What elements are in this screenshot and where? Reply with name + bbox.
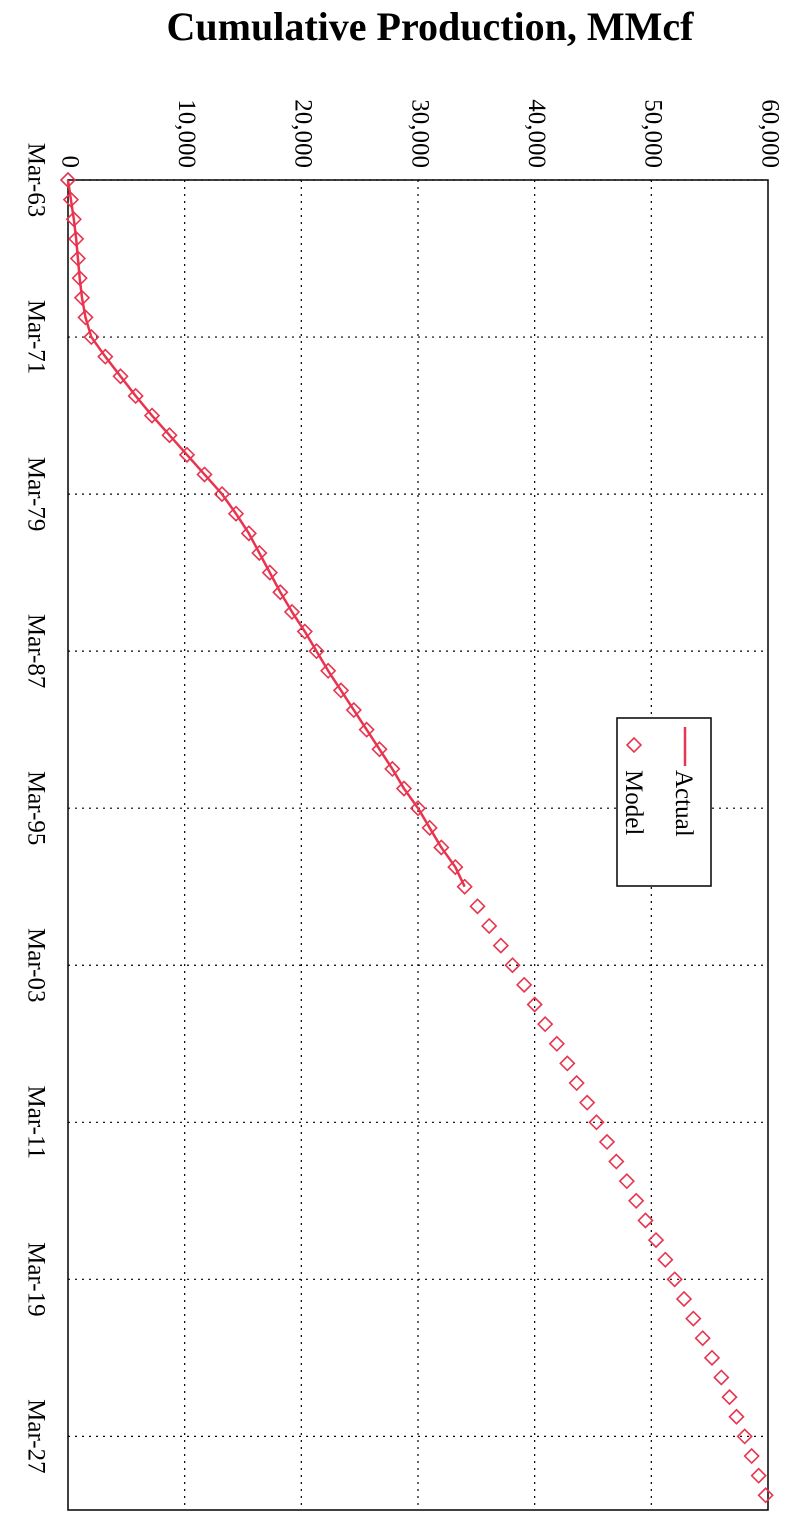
model-point-diamond	[548, 1035, 565, 1052]
model-point-diamond	[384, 760, 401, 778]
model-point-diamond	[332, 682, 350, 699]
model-point-diamond	[161, 427, 178, 444]
time-tick-label: Mar-87	[22, 614, 49, 688]
model-point-diamond	[504, 957, 521, 974]
model-point-diamond	[112, 368, 129, 385]
value-tick-label: 40,000	[523, 99, 550, 168]
chart-title: Cumulative Production, MMcf	[167, 4, 695, 49]
model-point-diamond	[213, 485, 231, 503]
model-point-diamond	[283, 603, 301, 621]
time-tick-label: Mar-63	[22, 143, 49, 217]
model-point-diamond	[421, 819, 438, 836]
model-point-diamond	[456, 878, 473, 895]
model-point-diamond	[371, 741, 388, 758]
value-axis-ticks: 0 10,000 20,000 30,000 40,000 50,000 60,000	[56, 99, 783, 168]
model-point-diamond	[568, 1074, 585, 1092]
model-point-diamond	[713, 1369, 730, 1386]
model-point-diamond	[694, 1330, 711, 1347]
model-point-diamond	[628, 1192, 645, 1209]
legend-box	[616, 717, 712, 887]
time-tick-label: Mar-79	[22, 457, 49, 531]
model-point-diamond	[68, 230, 85, 248]
model-point-diamond	[97, 348, 114, 365]
model-point-diamond	[492, 937, 509, 954]
value-tick-label: 50,000	[640, 99, 667, 168]
time-tick-label: Mar-11	[22, 1086, 49, 1160]
model-point-diamond	[251, 544, 268, 562]
model-point-diamond	[69, 250, 87, 267]
model-point-diamond	[637, 1212, 654, 1229]
model-point-diamond	[588, 1114, 605, 1131]
model-point-diamond	[618, 1173, 635, 1190]
model-point-diamond	[666, 1271, 683, 1288]
value-tick-label: 20,000	[290, 99, 317, 168]
model-point-diamond	[178, 446, 196, 463]
model-point-diamond	[240, 525, 257, 542]
time-tick-label: Mar-95	[22, 771, 49, 845]
model-point-diamond	[143, 407, 161, 424]
model-point-diamond	[127, 387, 144, 405]
model-point-diamond	[481, 917, 498, 935]
model-point-diamond	[743, 1447, 760, 1465]
model-point-diamond	[196, 466, 213, 483]
model-point-diamond	[469, 898, 486, 915]
model-point-diamond	[757, 1487, 774, 1504]
model-point-diamond	[516, 976, 533, 994]
time-tick-label: Mar-19	[22, 1242, 49, 1316]
legend-model-diamond	[625, 736, 643, 754]
plot-frame	[67, 179, 769, 1511]
model-point-diamond	[537, 1016, 554, 1033]
model-point-diamond	[526, 996, 543, 1013]
legend: Actual Model	[616, 717, 712, 887]
model-point-diamond	[73, 289, 91, 306]
time-axis-ticks: Mar-63 Mar-71 Mar-79 Mar-87 Mar-95 Mar-03 Mar-…	[22, 143, 49, 1474]
model-point-diamond	[261, 564, 278, 581]
data-series	[59, 171, 774, 1504]
model-point-diamond	[59, 171, 77, 189]
model-point-diamond	[308, 643, 325, 660]
model-point-diamond	[657, 1251, 674, 1268]
model-point-diamond	[447, 858, 464, 876]
model-point-diamond	[83, 328, 100, 346]
model-point-diamond	[675, 1290, 693, 1308]
model-point-diamond	[320, 662, 337, 679]
model-point-diamond	[409, 800, 427, 817]
time-tick-label: Mar-03	[22, 928, 49, 1002]
model-point-diamond	[65, 211, 82, 228]
model-point-diamond	[750, 1467, 767, 1484]
model-point-diamond	[608, 1153, 625, 1170]
model-point-diamond	[77, 309, 94, 326]
model-point-diamond	[71, 270, 88, 287]
time-tick-label: Mar-27	[22, 1399, 49, 1473]
model-point-diamond	[296, 623, 313, 640]
model-point-diamond	[345, 701, 362, 719]
legend-label-actual: Actual	[670, 770, 697, 837]
value-tick-label: 60,000	[756, 99, 783, 168]
model-point-diamond	[559, 1055, 576, 1072]
model-point-diamond	[579, 1094, 596, 1111]
legend-label-model: Model	[620, 770, 647, 835]
value-tick-label: 0	[56, 156, 83, 169]
model-point-diamond	[358, 721, 375, 738]
model-point-diamond	[703, 1349, 721, 1366]
model-point-diamond	[728, 1408, 745, 1425]
value-tick-label: 30,000	[406, 99, 433, 168]
model-point-diamond	[272, 584, 289, 601]
model-point-diamond	[433, 839, 450, 856]
model-point-diamond	[736, 1428, 753, 1445]
model-point-diamond	[721, 1388, 738, 1406]
series-line-actual	[66, 179, 466, 888]
model-point-diamond	[395, 780, 413, 797]
model-point-diamond	[647, 1231, 665, 1249]
time-tick-label: Mar-71	[22, 300, 49, 374]
value-tick-label: 10,000	[173, 99, 200, 168]
model-point-diamond	[62, 191, 80, 208]
model-point-diamond	[227, 505, 245, 522]
model-point-diamond	[598, 1133, 616, 1151]
model-point-diamond	[685, 1310, 702, 1327]
